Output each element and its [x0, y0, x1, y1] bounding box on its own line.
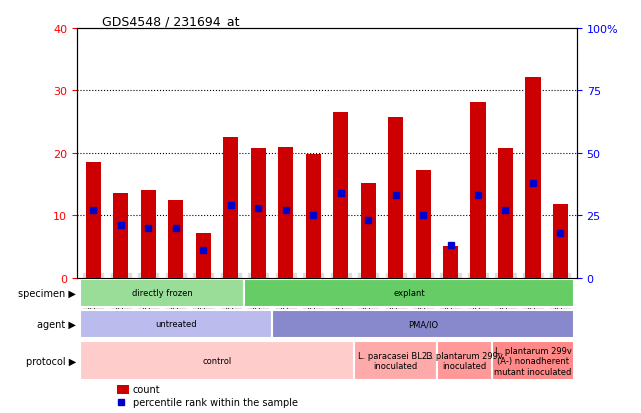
Text: PMA/IO: PMA/IO — [408, 320, 438, 329]
Bar — [526, 78, 540, 278]
Bar — [223, 138, 238, 278]
Text: explant: explant — [394, 289, 425, 298]
Bar — [492, 342, 574, 380]
Bar — [306, 154, 320, 278]
Bar — [360, 183, 376, 278]
Text: agent ▶: agent ▶ — [37, 319, 76, 329]
Text: percentile rank within the sample: percentile rank within the sample — [133, 397, 298, 407]
Text: L. plantarum 299v
inoculated: L. plantarum 299v inoculated — [426, 351, 503, 370]
Bar — [86, 163, 101, 278]
Bar — [272, 310, 574, 338]
Bar — [196, 233, 211, 278]
Bar — [470, 102, 485, 278]
Text: directly frozen: directly frozen — [131, 289, 192, 298]
Bar — [354, 342, 437, 380]
Text: GDS4548 / 231694_at: GDS4548 / 231694_at — [102, 15, 240, 28]
Bar — [117, 385, 129, 394]
Text: L. plantarum 299v
(A-) nonadherent
mutant inoculated: L. plantarum 299v (A-) nonadherent mutan… — [494, 346, 572, 376]
Bar — [79, 342, 354, 380]
Bar — [333, 113, 348, 278]
Bar — [437, 342, 492, 380]
Bar — [141, 191, 156, 278]
Bar — [168, 200, 183, 278]
Bar — [244, 280, 574, 307]
Bar — [415, 171, 431, 278]
Bar — [79, 280, 244, 307]
Bar — [251, 148, 266, 278]
Bar — [113, 194, 128, 278]
Text: untreated: untreated — [155, 320, 197, 329]
Bar — [388, 117, 403, 278]
Text: control: control — [203, 356, 231, 366]
Text: L. paracasei BL23
inoculated: L. paracasei BL23 inoculated — [358, 351, 433, 370]
Bar — [498, 148, 513, 278]
Bar — [79, 310, 272, 338]
Bar — [443, 247, 458, 278]
Bar — [553, 204, 568, 278]
Text: protocol ▶: protocol ▶ — [26, 356, 76, 366]
Text: specimen ▶: specimen ▶ — [19, 288, 76, 298]
Bar — [278, 147, 293, 278]
Text: count: count — [133, 385, 160, 394]
